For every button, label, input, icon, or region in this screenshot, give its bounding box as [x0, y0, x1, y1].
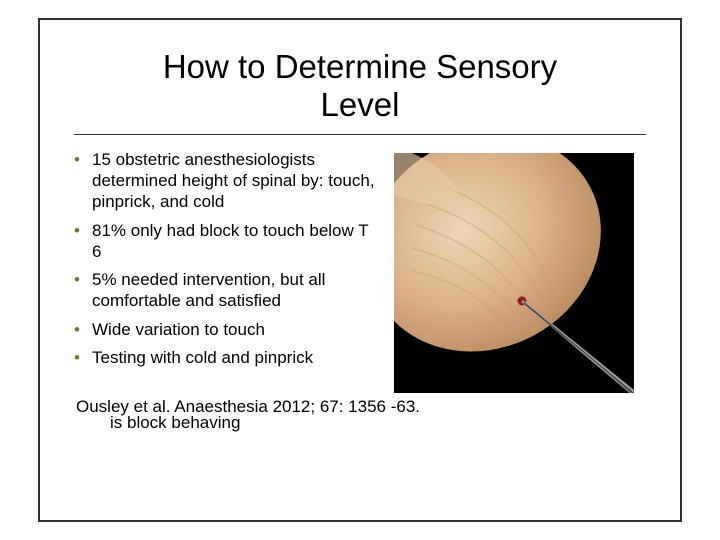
image-column — [383, 149, 646, 393]
bullet-list: 15 obstetric anesthesiologists determine… — [74, 149, 375, 393]
bullet-text: 81% only had block to touch below T 6 — [92, 221, 368, 261]
title-text: How to Determine SensoryLevel — [163, 48, 557, 123]
content-row: 15 obstetric anesthesiologists determine… — [74, 149, 646, 393]
bullet-text: Wide variation to touch — [92, 320, 265, 339]
bullet-text: Testing with cold and pinprick — [92, 348, 313, 367]
fingertip-pinprick-image — [394, 153, 634, 393]
list-item: 81% only had block to touch below T 6 — [74, 220, 375, 263]
list-item: Testing with cold and pinprick — [74, 347, 375, 368]
bullet-text: 5% needed intervention, but all comforta… — [92, 270, 325, 310]
list-item: Wide variation to touch — [74, 319, 375, 340]
title-divider — [74, 134, 646, 135]
list-item: 5% needed intervention, but all comforta… — [74, 269, 375, 312]
slide-frame: How to Determine SensoryLevel 15 obstetr… — [38, 18, 682, 522]
list-item: 15 obstetric anesthesiologists determine… — [74, 149, 375, 213]
bullet-text: 15 obstetric anesthesiologists determine… — [92, 150, 375, 212]
slide-title: How to Determine SensoryLevel — [74, 48, 646, 124]
